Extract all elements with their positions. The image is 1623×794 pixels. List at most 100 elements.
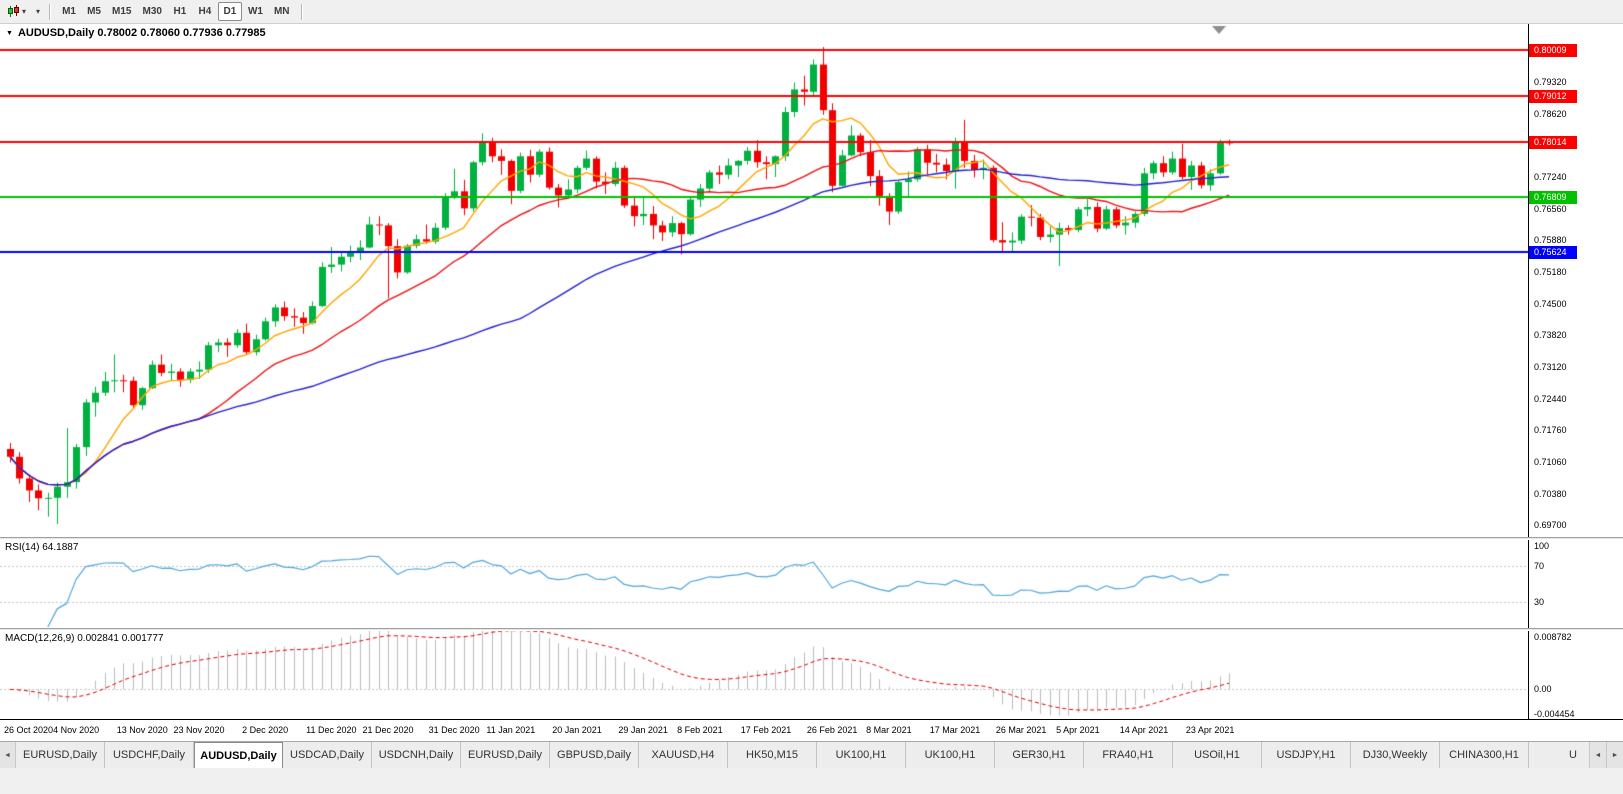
toolbar-separator xyxy=(300,3,303,20)
price-axis-label: 0.79320 xyxy=(1534,76,1567,87)
pane-splitter[interactable] xyxy=(0,628,1623,631)
date-axis-label: 26 Oct 2020 xyxy=(4,725,54,735)
timeframe-button-w1[interactable]: W1 xyxy=(247,6,263,17)
timeframe-button-d1[interactable]: D1 xyxy=(217,2,242,21)
date-axis-label: 21 Dec 2020 xyxy=(362,725,414,735)
chart-type-button[interactable]: ▾ xyxy=(4,2,29,22)
window-marker-icon[interactable]: ▼ xyxy=(6,29,13,37)
timeframe-button-m30[interactable]: M30 xyxy=(142,6,162,17)
price-axis-label: 0.75880 xyxy=(1534,235,1567,246)
tab-nav: ◄ ► xyxy=(1589,742,1623,768)
chart-tab[interactable]: U xyxy=(1529,742,1589,768)
date-axis-label: 26 Feb 2021 xyxy=(806,725,858,735)
chevron-down-icon: ▾ xyxy=(36,7,41,16)
chart-tab-bar: ◄ EURUSD,Daily USDCHF,Daily AUDUSD,Daily US… xyxy=(0,741,1623,768)
price-line-badge: 0.78014 xyxy=(1529,135,1577,149)
price-axis-label: 0.71760 xyxy=(1534,425,1567,436)
date-axis-label: 5 Apr 2021 xyxy=(1056,725,1100,735)
date-axis-label: 23 Nov 2020 xyxy=(173,725,225,735)
timeframe-button-m5[interactable]: M5 xyxy=(87,6,101,17)
chart-tab[interactable]: HK50,M15 xyxy=(728,742,817,768)
date-axis-label: 20 Jan 2021 xyxy=(552,725,602,735)
date-axis-label: 26 Mar 2021 xyxy=(995,725,1047,735)
price-pane-canvas[interactable] xyxy=(0,24,1528,537)
chart-tab[interactable]: EURUSD,Daily xyxy=(461,742,550,768)
chart-tabs: EURUSD,Daily USDCHF,Daily AUDUSD,Daily USDC… xyxy=(16,742,1589,768)
date-axis-label: 23 Apr 2021 xyxy=(1185,725,1235,735)
chart-tab[interactable]: UK100,H1 xyxy=(906,742,995,768)
chart-options-dropdown[interactable]: ▾ xyxy=(31,2,43,22)
date-axis-label: 29 Jan 2021 xyxy=(618,725,668,735)
pane-splitter[interactable] xyxy=(0,537,1623,540)
chart-tab[interactable]: USOil,H1 xyxy=(1173,742,1262,768)
macd-axis-label: -0.004454 xyxy=(1534,709,1575,719)
rsi-axis-label: 30 xyxy=(1534,596,1545,607)
date-axis-label: 4 Nov 2020 xyxy=(53,725,100,735)
tab-prev-button[interactable]: ◄ xyxy=(1589,742,1606,768)
chart-tab[interactable]: XAUUSD,H4 xyxy=(639,742,728,768)
macd-pane-canvas[interactable] xyxy=(0,631,1528,719)
chart-tab[interactable]: FRA40,H1 xyxy=(1084,742,1173,768)
price-axis-label: 0.75180 xyxy=(1534,267,1567,278)
timeframe-button-mn[interactable]: MN xyxy=(273,6,290,17)
price-axis-label: 0.69700 xyxy=(1534,520,1567,531)
date-axis-label: 17 Feb 2021 xyxy=(740,725,792,735)
chart-tab[interactable]: UK100,H1 xyxy=(817,742,906,768)
price-axis-label: 0.77240 xyxy=(1534,172,1567,183)
chart-tab[interactable]: USDCNH,Daily xyxy=(372,742,461,768)
chart-tab[interactable]: USDJPY,H1 xyxy=(1262,742,1351,768)
date-axis-label: 8 Mar 2021 xyxy=(866,725,912,735)
chart-tab[interactable]: DJ30,Weekly xyxy=(1351,742,1440,768)
price-axis-label: 0.74500 xyxy=(1534,298,1567,309)
price-axis-label: 0.73820 xyxy=(1534,330,1567,341)
date-axis[interactable]: 26 Oct 2020 4 Nov 2020 13 Nov 2020 23 Nov 2… xyxy=(0,719,1623,741)
timeframe-button-m1[interactable]: M1 xyxy=(62,6,76,17)
rsi-pane-canvas[interactable] xyxy=(0,540,1528,628)
toolbar-separator xyxy=(49,3,52,20)
price-line-badge: 0.79012 xyxy=(1529,89,1577,103)
price-axis[interactable]: 0.79320 0.78620 0.77240 0.76560 0.75880 0.751… xyxy=(1528,24,1623,719)
date-axis-label: 8 Feb 2021 xyxy=(677,725,723,735)
macd-axis-label: 0.00 xyxy=(1534,684,1552,695)
macd-label: MACD(12,26,9) 0.002841 0.001777 xyxy=(5,633,164,644)
price-line-badge: 0.80009 xyxy=(1529,43,1577,57)
timeframe-group: M1 M5 M15 M30 H1 H4 D1 W1 MN xyxy=(57,2,294,21)
window-bottom-strip xyxy=(0,768,1623,794)
date-axis-label: 17 Mar 2021 xyxy=(929,725,981,735)
chart-tab[interactable]: EURUSD,Daily xyxy=(16,742,105,768)
price-axis-label: 0.73120 xyxy=(1534,362,1567,373)
chevron-down-icon: ▾ xyxy=(22,7,27,16)
timeframe-button-m15[interactable]: M15 xyxy=(112,6,132,17)
price-axis-label: 0.72440 xyxy=(1534,393,1567,404)
toolbar: ▾ ▾ M1 M5 M15 M30 H1 H4 D1 W1 MN xyxy=(0,0,1623,24)
rsi-axis-label: 70 xyxy=(1534,561,1545,572)
date-axis-label: 11 Dec 2020 xyxy=(306,725,357,735)
timeframe-button-h1[interactable]: H1 xyxy=(173,6,187,17)
chart-tab[interactable]: AUDUSD,Daily xyxy=(194,742,283,768)
timeframe-button-h4[interactable]: H4 xyxy=(198,6,212,17)
date-axis-label: 13 Nov 2020 xyxy=(116,725,168,735)
rsi-axis-label: 100 xyxy=(1534,541,1550,551)
date-axis-label: 11 Jan 2021 xyxy=(486,725,536,735)
chart-tab[interactable]: GBPUSD,Daily xyxy=(550,742,639,768)
date-axis-label: 14 Apr 2021 xyxy=(1119,725,1169,735)
date-axis-label: 2 Dec 2020 xyxy=(242,725,289,735)
price-axis-label: 0.76560 xyxy=(1534,203,1567,214)
price-axis-label: 0.71060 xyxy=(1534,457,1567,468)
chart-tab[interactable]: USDCAD,Daily xyxy=(283,742,372,768)
price-line-badge: 0.76809 xyxy=(1529,191,1577,205)
price-axis-label: 0.78620 xyxy=(1534,108,1567,119)
chart-tab[interactable]: GER30,H1 xyxy=(995,742,1084,768)
macd-axis-label: 0.008782 xyxy=(1534,632,1572,642)
chart-tab[interactable]: USDCHF,Daily xyxy=(105,742,194,768)
rsi-label: RSI(14) 64.1887 xyxy=(5,542,79,553)
date-axis-label: 31 Dec 2020 xyxy=(428,725,480,735)
candlestick-chart-icon xyxy=(8,5,19,17)
tab-scroll-left-button[interactable]: ◄ xyxy=(0,742,16,768)
chart-title-text: AUDUSD,Daily 0.78002 0.78060 0.77936 0.7… xyxy=(17,27,266,39)
tab-next-button[interactable]: ► xyxy=(1606,742,1623,768)
chart-window: ▼ AUDUSD,Daily 0.78002 0.78060 0.77936 0… xyxy=(0,24,1623,741)
price-axis-label: 0.70380 xyxy=(1534,488,1567,499)
price-line-badge: 0.75624 xyxy=(1529,245,1577,259)
chart-tab[interactable]: CHINA300,H1 xyxy=(1440,742,1529,768)
